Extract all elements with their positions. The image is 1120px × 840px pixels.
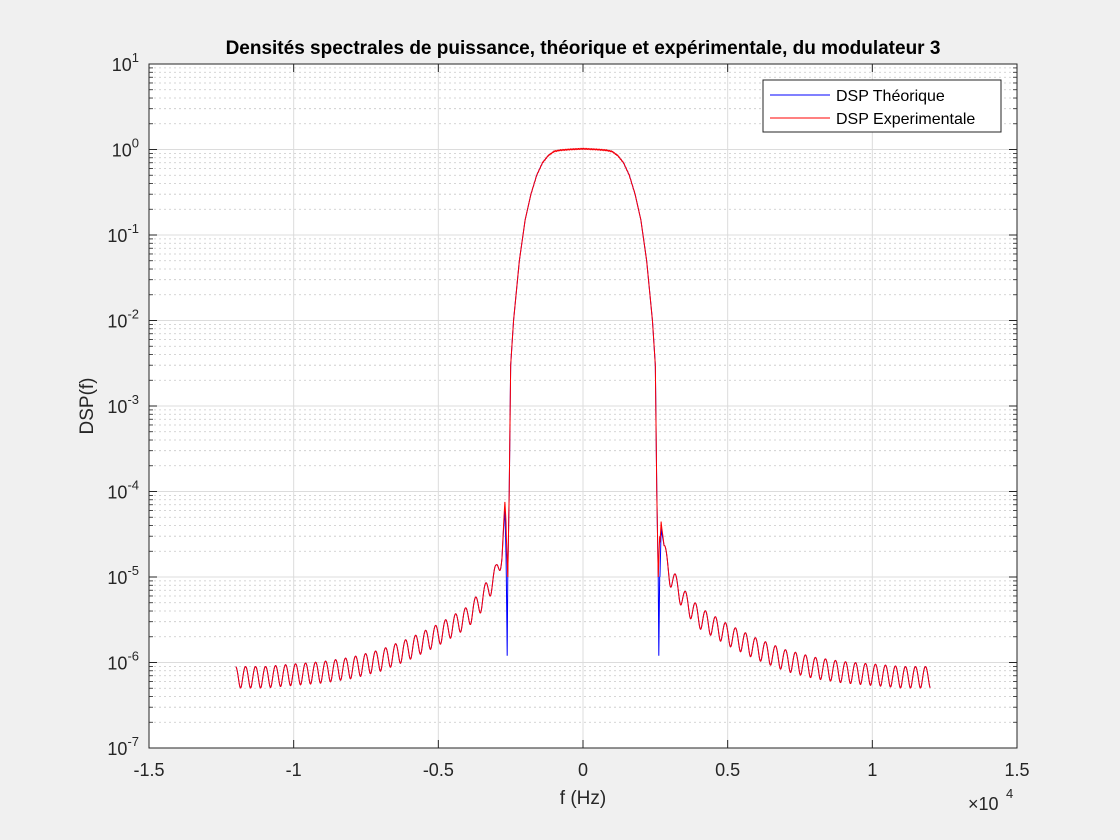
x-tick-label: -1 (286, 760, 302, 780)
x-exponent-base: ×10 (968, 794, 999, 814)
legend-label-experimentale: DSP Experimentale (836, 111, 975, 128)
y-tick-label: 10-4 (107, 478, 139, 503)
x-tick-label: -1.5 (133, 760, 164, 780)
legend-label-theorique: DSP Théorique (836, 88, 945, 105)
y-tick-label: 10-5 (107, 563, 139, 588)
y-tick-label: 10-7 (107, 734, 139, 759)
x-axis-label: f (Hz) (560, 788, 606, 809)
y-tick-label: 101 (112, 50, 139, 75)
x-tick-label: 0 (578, 760, 588, 780)
y-tick-label: 10-6 (107, 649, 139, 674)
x-tick-label: 0.5 (715, 760, 740, 780)
y-tick-label: 10-2 (107, 307, 139, 332)
x-tick-label: 1.5 (1004, 760, 1029, 780)
y-tick-label: 100 (112, 136, 139, 161)
y-axis-label: DSP(f) (77, 378, 98, 435)
series-line-experimentale (235, 147, 931, 689)
y-tick-labels: 10-7 10-6 10-5 10-4 10-3 10-2 10-1 100 101 (107, 50, 139, 759)
y-tick-label: 10-3 (107, 392, 139, 417)
x-exponent-label: ×10 4 (968, 786, 1013, 814)
series-layer (235, 147, 931, 689)
x-tick-labels: -1.5 -1 -0.5 0 0.5 1 1.5 (133, 760, 1029, 780)
legend[interactable]: DSP Théorique DSP Experimentale (762, 79, 1002, 133)
ticks-layer (148, 63, 1018, 749)
x-tick-label: -0.5 (423, 760, 454, 780)
y-tick-label: 10-1 (107, 221, 139, 246)
x-exponent-power: 4 (1006, 786, 1013, 801)
chart-title: Densités spectrales de puissance, théori… (226, 38, 941, 59)
x-tick-label: 1 (867, 760, 877, 780)
legend-box (762, 79, 1002, 133)
